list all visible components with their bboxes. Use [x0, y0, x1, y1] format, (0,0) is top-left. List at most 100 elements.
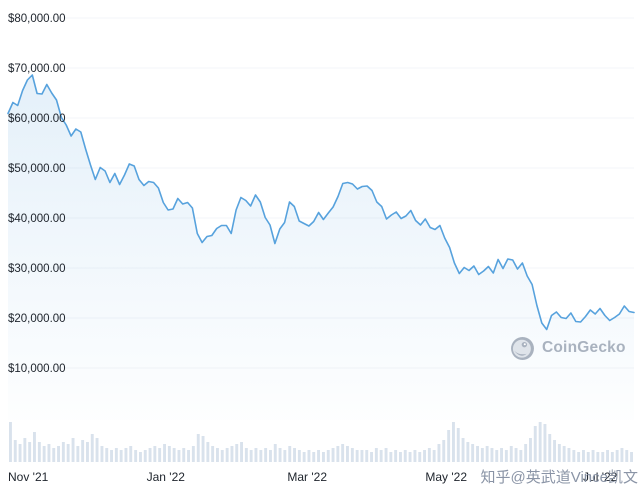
volume-bar [360, 450, 364, 462]
volume-bar [288, 446, 292, 462]
volume-bar [620, 448, 624, 462]
volume-bar [591, 450, 595, 462]
volume-bar [399, 452, 402, 462]
volume-bar [490, 448, 494, 462]
volume-bar [167, 446, 171, 462]
volume-bar [403, 450, 407, 462]
volume-bar [172, 448, 176, 462]
volume-bar [471, 444, 475, 462]
volume-bar [216, 448, 219, 462]
volume-bar [297, 450, 301, 462]
volume-bar [582, 450, 585, 462]
volume-bar [577, 452, 581, 462]
y-axis-tick-label: $60,000.00 [8, 113, 66, 125]
volume-bar [452, 422, 455, 462]
volume-bar [254, 448, 258, 462]
y-axis-tick-label: $20,000.00 [8, 313, 66, 325]
volume-bar [143, 450, 147, 462]
volume-bar [514, 448, 518, 462]
y-axis-tick-label: $70,000.00 [8, 63, 66, 75]
volume-bar [312, 452, 316, 462]
volume-bar [317, 450, 320, 462]
volume-bar [244, 448, 248, 462]
volume-bar [90, 434, 94, 462]
volume-bar [466, 442, 470, 462]
volume-bar [124, 448, 128, 462]
volume-bar [33, 432, 36, 462]
volume-bar [370, 452, 373, 462]
volume-bar [567, 448, 571, 462]
volume-bar [341, 444, 345, 462]
volume-bar [442, 440, 446, 462]
volume-bar [66, 444, 70, 462]
volume-bar [543, 424, 547, 462]
volume-bar [408, 452, 412, 462]
volume-bar [134, 450, 138, 462]
volume-bar [278, 448, 282, 462]
volume-bar [235, 444, 239, 462]
volume-bar [177, 450, 181, 462]
volume-bar [129, 446, 133, 462]
volume-bar [394, 450, 398, 462]
volume-bar [71, 438, 75, 462]
volume-bar [61, 442, 65, 462]
volume-bar [625, 450, 629, 462]
x-axis-tick-label: Jan '22 [147, 470, 186, 484]
volume-bar [196, 434, 200, 462]
volume-bar [384, 448, 388, 462]
volume-bar [485, 446, 489, 462]
volume-bar [336, 446, 340, 462]
volume-bar [346, 446, 349, 462]
volume-bar [480, 448, 484, 462]
volume-bar [259, 450, 263, 462]
volume-bar [615, 450, 619, 462]
volume-bar [418, 452, 422, 462]
volume-bar [220, 450, 224, 462]
volume-bar [461, 438, 465, 462]
volume-bar [606, 450, 609, 462]
volume-bar [28, 442, 32, 462]
volume-bar [524, 444, 528, 462]
volume-bar [302, 452, 306, 462]
volume-bar [119, 450, 123, 462]
volume-bar [37, 442, 41, 462]
volume-bar [153, 446, 157, 462]
volume-bar [533, 426, 537, 462]
y-axis-tick-label: $80,000.00 [8, 13, 66, 25]
volume-bar [557, 444, 561, 462]
volume-bar [23, 438, 27, 462]
volume-bar [413, 450, 417, 462]
volume-bar [432, 450, 436, 462]
volume-bar [81, 440, 85, 462]
volume-bar [13, 440, 17, 462]
volume-bar [538, 422, 542, 462]
volume-bar [201, 436, 205, 462]
y-axis-tick-label: $40,000.00 [8, 213, 66, 225]
volume-bar [456, 428, 460, 462]
volume-bar [423, 450, 426, 462]
volume-bar [148, 448, 152, 462]
volume-bar [269, 450, 272, 462]
y-axis-tick-label: $30,000.00 [8, 263, 66, 275]
volume-bar [182, 448, 186, 462]
volume-bar [548, 434, 552, 462]
volume-bar [379, 450, 383, 462]
volume-bar [273, 444, 277, 462]
volume-bar [18, 444, 22, 462]
volume-bar [110, 450, 113, 462]
volume-bar [437, 444, 441, 462]
volume-bar [249, 450, 253, 462]
volume-bar [100, 446, 104, 462]
volume-bar [86, 442, 89, 462]
volume-bar [206, 442, 210, 462]
price-line [7, 74, 635, 331]
volume-bar [389, 452, 393, 462]
x-axis-tick-label: Jul '22 [583, 470, 618, 484]
volume-bar [572, 450, 576, 462]
volume-bar [95, 438, 99, 462]
x-axis-tick-label: May '22 [425, 470, 467, 484]
volume-bar [601, 452, 605, 462]
volume-bar [230, 446, 234, 462]
